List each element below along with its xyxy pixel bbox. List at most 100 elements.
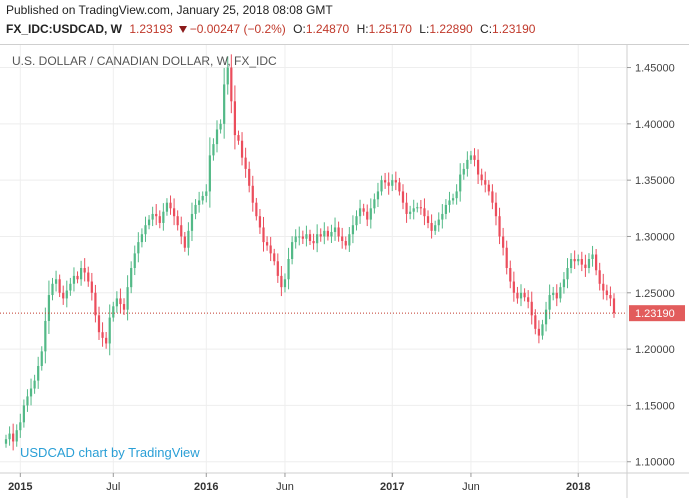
symbol-label[interactable]: FX_IDC:USDCAD, W — [6, 22, 122, 36]
candle-body — [294, 236, 297, 243]
candle-body — [162, 211, 165, 223]
candle-body — [198, 200, 201, 205]
candle-body — [208, 155, 211, 192]
candle-body — [312, 240, 315, 244]
candle-body — [380, 180, 383, 192]
candle-body — [308, 234, 312, 241]
candle-body — [33, 380, 36, 389]
candle-body — [237, 135, 240, 141]
candle-body — [280, 275, 283, 288]
candle-body — [26, 396, 29, 406]
candle-body — [65, 290, 68, 299]
candle-body — [519, 292, 523, 299]
close-label: C: — [480, 22, 493, 36]
candle-body — [587, 259, 591, 269]
candle-body — [605, 290, 608, 296]
candle-body — [51, 283, 54, 296]
candle-body — [258, 216, 262, 228]
candle-body — [265, 242, 269, 246]
candle-body — [305, 234, 308, 239]
price-tag-background — [629, 305, 685, 322]
candle-body — [12, 433, 15, 442]
candle-body — [498, 216, 501, 237]
candle-body — [527, 297, 530, 302]
candle-body — [466, 159, 469, 169]
candle-body — [133, 253, 136, 269]
candle-body — [115, 298, 118, 307]
candle-body — [416, 207, 419, 209]
candle-body — [54, 279, 58, 284]
candle-body — [212, 144, 215, 156]
candle-body — [562, 279, 566, 288]
candle-body — [94, 292, 97, 316]
candle-body — [112, 306, 115, 318]
price-tick-label: 1.10000 — [635, 457, 675, 469]
candle-body — [584, 264, 587, 269]
candle-body — [376, 191, 380, 200]
open-value: 1.24870 — [305, 22, 350, 36]
time-axis[interactable]: 2015 Jul 2016 Jun 2017 Jun 2018 — [8, 473, 590, 493]
candle-body — [544, 309, 548, 325]
candle-body — [559, 287, 562, 299]
price-axis[interactable]: 1.10000 1.15000 1.20000 1.25000 1.30000 1.350… — [627, 63, 675, 469]
candles-layer — [4, 54, 616, 451]
candle-body — [87, 272, 90, 282]
candle-body — [534, 315, 537, 329]
candle-body — [333, 227, 337, 232]
candle-body — [573, 259, 576, 262]
candle-body — [97, 315, 101, 333]
candle-body — [219, 123, 222, 130]
candle-body — [144, 225, 147, 235]
candle-body — [158, 216, 161, 223]
quote-line: FX_IDC:USDCAD, W 1.23193 −0.00247 (−0.2%)… — [6, 22, 539, 36]
candle-body — [287, 259, 290, 280]
candle-body — [426, 216, 430, 223]
candle-body — [233, 101, 237, 136]
candle-body — [437, 219, 440, 226]
price-tick-label: 1.30000 — [635, 231, 675, 243]
candle-body — [147, 219, 151, 226]
candle-body — [201, 195, 204, 201]
candle-body — [301, 236, 304, 239]
candle-body — [612, 298, 616, 314]
candle-body — [394, 180, 397, 183]
candle-body — [230, 67, 233, 102]
candle-body — [108, 317, 111, 344]
high-label: H: — [356, 22, 369, 36]
candle-body — [291, 242, 294, 259]
chart-grid — [0, 45, 627, 473]
candle-body — [505, 247, 508, 269]
candle-body — [323, 230, 326, 237]
close-value: 1.23190 — [492, 22, 536, 36]
candle-body — [155, 213, 158, 217]
candle-body — [298, 236, 301, 238]
candle-body — [569, 259, 573, 269]
candle-body — [183, 236, 186, 248]
candle-body — [283, 279, 287, 288]
candle-body — [494, 202, 498, 217]
candle-body — [19, 422, 22, 431]
candle-body — [76, 275, 79, 280]
watermark[interactable]: USDCAD chart by TradingView — [20, 445, 200, 460]
price-tag-label: 1.23190 — [635, 308, 675, 320]
candle-body — [137, 242, 140, 254]
candle-body — [387, 182, 390, 186]
candle-body — [462, 168, 465, 175]
price-chart[interactable]: 1.10000 1.15000 1.20000 1.25000 1.30000 1.350… — [0, 45, 689, 498]
time-tick-label: Jun — [462, 481, 480, 493]
candle-body — [523, 292, 526, 298]
candle-body — [240, 140, 244, 158]
candle-body — [552, 292, 555, 296]
candle-body — [176, 216, 179, 226]
candle-body — [491, 191, 494, 203]
candle-body — [140, 234, 144, 243]
chart-area[interactable]: 1.10000 1.15000 1.20000 1.25000 1.30000 1.350… — [0, 44, 689, 498]
last-price: 1.23193 — [129, 22, 173, 36]
published-note: Published on TradingView.com, January 25… — [6, 3, 333, 17]
candle-body — [419, 207, 422, 209]
candle-body — [58, 279, 61, 293]
price-tag: 1.23190 — [629, 305, 685, 322]
candle-body — [62, 292, 65, 299]
candle-body — [358, 208, 362, 217]
candle-body — [537, 328, 541, 336]
